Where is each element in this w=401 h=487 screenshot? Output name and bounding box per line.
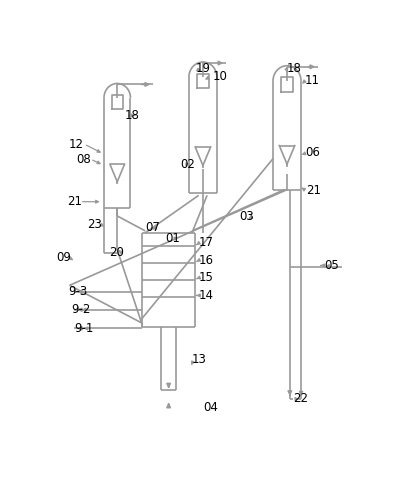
Text: 18: 18 [125, 109, 140, 122]
Text: 9-2: 9-2 [71, 303, 91, 316]
Text: 19: 19 [196, 62, 211, 75]
Text: 17: 17 [198, 236, 214, 249]
Text: 9-1: 9-1 [74, 322, 94, 335]
Text: 01: 01 [164, 232, 179, 245]
Text: 08: 08 [76, 153, 90, 166]
Text: 04: 04 [203, 401, 217, 414]
Text: 21: 21 [67, 195, 82, 208]
Text: 07: 07 [145, 222, 160, 234]
Text: 06: 06 [305, 147, 320, 159]
Text: 10: 10 [212, 70, 227, 83]
Text: 12: 12 [68, 138, 83, 151]
Text: 13: 13 [192, 353, 207, 366]
Text: 21: 21 [305, 184, 320, 197]
Text: 20: 20 [109, 246, 124, 259]
Text: 22: 22 [292, 393, 307, 406]
Text: 16: 16 [198, 254, 214, 267]
Text: 15: 15 [198, 271, 213, 284]
Text: 02: 02 [180, 158, 195, 170]
Text: 11: 11 [304, 74, 319, 87]
Text: 03: 03 [239, 210, 254, 223]
Text: 23: 23 [87, 218, 101, 231]
Text: 14: 14 [198, 289, 214, 302]
Text: 9-3: 9-3 [68, 285, 87, 298]
Text: 05: 05 [323, 259, 338, 272]
Text: 09: 09 [56, 251, 71, 264]
Text: 18: 18 [286, 62, 300, 75]
